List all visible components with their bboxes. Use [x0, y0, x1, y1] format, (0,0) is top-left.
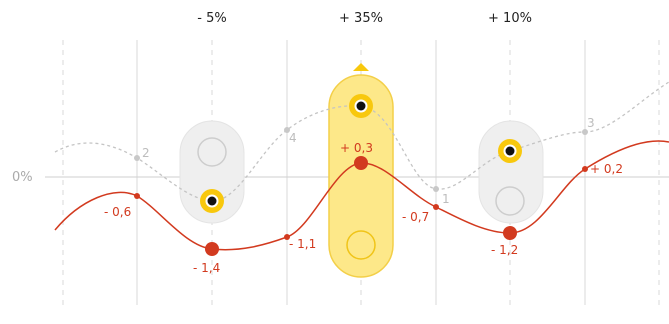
actual-point — [433, 204, 439, 210]
slider-1-handle[interactable] — [200, 189, 224, 213]
projected-label: 3 — [587, 116, 595, 130]
slider-track — [478, 120, 544, 224]
actual-point — [582, 166, 588, 172]
actual-point-large — [354, 156, 368, 170]
actual-point — [134, 193, 140, 199]
zero-axis-label: 0% — [12, 170, 33, 185]
projected-point — [284, 127, 290, 133]
slider-2-handle[interactable] — [349, 94, 373, 118]
solid-gridlines — [136, 40, 586, 305]
slider-origin-ring — [197, 137, 227, 167]
actual-label: - 1,4 — [193, 261, 220, 275]
up-arrow-icon[interactable] — [353, 63, 369, 71]
change-label-2: + 35% — [339, 11, 383, 26]
handle-dot — [505, 146, 515, 156]
change-label-3: + 10% — [488, 11, 532, 26]
actual-label: - 0,6 — [104, 205, 131, 219]
projected-label: 2 — [142, 146, 150, 160]
handle-dot — [356, 101, 366, 111]
projected-point — [582, 129, 588, 135]
projected-label: 4 — [289, 131, 297, 145]
actual-label: + 0,3 — [340, 141, 373, 155]
projected-label: 1 — [442, 192, 450, 206]
actual-label: + 0,2 — [590, 162, 623, 176]
actual-label: - 1,1 — [289, 237, 316, 251]
actual-point — [284, 234, 290, 240]
change-label-1: - 5% — [197, 11, 226, 26]
projected-point — [433, 186, 439, 192]
actual-label: - 1,2 — [491, 243, 518, 257]
actual-points — [134, 156, 588, 256]
handle-dot — [207, 196, 217, 206]
slider-3[interactable] — [478, 120, 544, 224]
projected-points — [134, 127, 588, 192]
actual-point-large — [205, 242, 219, 256]
projected-series-line — [54, 81, 669, 202]
slider-origin-ring — [495, 186, 525, 216]
slider-3-handle[interactable] — [498, 139, 522, 163]
slider-origin-ring — [346, 230, 376, 260]
actual-point-large — [503, 226, 517, 240]
actual-label: - 0,7 — [402, 210, 429, 224]
projected-point — [134, 155, 140, 161]
